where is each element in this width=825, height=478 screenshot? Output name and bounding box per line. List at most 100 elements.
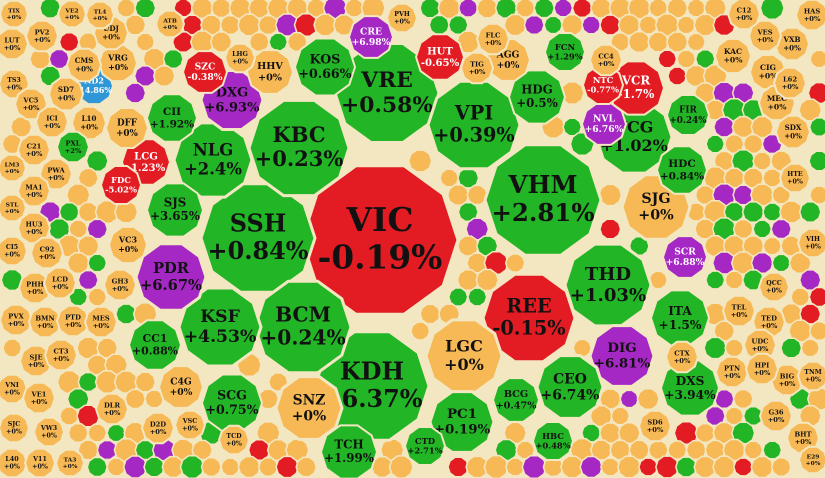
- cell-l40[interactable]: L40+0%: [0, 447, 29, 478]
- cell-sd7[interactable]: SD7+0%: [47, 76, 85, 112]
- cell-vrg[interactable]: VRG+0%: [97, 43, 139, 83]
- cell-vih[interactable]: VIH+0%: [796, 227, 825, 259]
- cell-ta3[interactable]: TA3+0%: [54, 448, 86, 478]
- cell-lm3[interactable]: LM3+0%: [0, 153, 28, 183]
- cell-tcd[interactable]: TCD+0%: [217, 424, 251, 456]
- cell-dig[interactable]: DIG+6.81%: [588, 324, 656, 388]
- cell-lgc[interactable]: LGC+0%: [424, 318, 504, 394]
- cell-sdx[interactable]: SDX+0%: [774, 114, 812, 150]
- cell-mes[interactable]: MES+0%: [83, 305, 119, 339]
- cell-ptn[interactable]: PTN+0%: [714, 355, 750, 389]
- cell-ve1[interactable]: VE1+0%: [21, 381, 57, 415]
- cell-v11[interactable]: V11+0%: [23, 447, 57, 478]
- cell-pxl[interactable]: PXL+2%: [55, 130, 91, 164]
- cell-lcd[interactable]: LCD+0%: [42, 266, 78, 300]
- cell-fir[interactable]: FIR+0.24%: [665, 94, 711, 136]
- cell-cii[interactable]: CII+1.92%: [145, 93, 199, 143]
- cell-vni[interactable]: VNI+0%: [0, 373, 29, 405]
- cell-scg[interactable]: SCG+0.75%: [200, 373, 264, 433]
- cell-cc4[interactable]: CC4+0%: [588, 43, 624, 77]
- cell-cc1[interactable]: CC1+0.88%: [127, 319, 183, 371]
- cell-ma1[interactable]: MA1+0%: [16, 174, 52, 208]
- cell-hbc[interactable]: HBC+0.48%: [531, 421, 575, 461]
- cell-pdr[interactable]: PDR+6.67%: [134, 242, 208, 312]
- cell-kbc[interactable]: KBC+0.23%: [247, 98, 351, 198]
- cell-thd[interactable]: THD+1.03%: [563, 242, 653, 328]
- cell-fdc[interactable]: FDC-5.02%: [99, 165, 143, 205]
- cell-tig[interactable]: TIG+0%: [459, 51, 495, 85]
- cell-snz[interactable]: SNZ+0%: [274, 375, 344, 441]
- cell-pvx[interactable]: PVX+0%: [0, 303, 34, 337]
- cell-tnm[interactable]: TNM+0%: [796, 360, 825, 392]
- cell-tel[interactable]: TEL+0%: [721, 294, 757, 328]
- cell-g36[interactable]: G36+0%: [758, 399, 794, 433]
- cell-hdc[interactable]: HDC+0.84%: [655, 145, 709, 195]
- cell-vpi[interactable]: VPI+0.39%: [426, 79, 522, 171]
- cell-c21[interactable]: C21+0%: [16, 133, 52, 167]
- cell-tch[interactable]: TCH+1.99%: [319, 424, 379, 478]
- cell-scr[interactable]: SCR+6.88%: [661, 235, 709, 279]
- cell-hhv[interactable]: HHV+0%: [245, 49, 295, 95]
- cell-ree[interactable]: REE-0.15%: [481, 272, 577, 364]
- cell-pv2[interactable]: PV2+0%: [24, 19, 60, 53]
- cell-ctd[interactable]: CTD+2.71%: [403, 426, 447, 466]
- cell-ptd[interactable]: PTD+0%: [55, 304, 91, 338]
- cell-e29[interactable]: E29+0%: [797, 445, 825, 475]
- cell-l62[interactable]: L62+0%: [772, 66, 808, 100]
- cell-lhg[interactable]: LHG+0%: [223, 42, 257, 74]
- cell-sd6[interactable]: SD6+0%: [637, 409, 673, 443]
- cell-bmn[interactable]: BMN+0%: [27, 305, 63, 339]
- cell-kos[interactable]: KOS+0.66%: [293, 37, 357, 97]
- cell-ici[interactable]: ICI+0%: [34, 105, 70, 139]
- cell-pwa[interactable]: PWA+0%: [38, 157, 74, 191]
- cell-dff[interactable]: DFF+0%: [104, 107, 150, 149]
- cell-lut[interactable]: LUT+0%: [0, 27, 30, 61]
- cell-pvh[interactable]: PVH+0%: [385, 2, 419, 34]
- cell-nvl[interactable]: NVL+6.76%: [580, 102, 628, 146]
- cell-ceo[interactable]: CEO+6.74%: [535, 354, 605, 420]
- cell-ntc[interactable]: NTC-0.77%: [581, 65, 625, 105]
- cell-nlg[interactable]: NLG+2.4%: [172, 121, 254, 199]
- cell-sjs[interactable]: SJS+3.65%: [145, 182, 205, 238]
- cell-hte[interactable]: HTE+0%: [778, 162, 812, 194]
- cell-tl4[interactable]: TL4+0%: [84, 0, 116, 30]
- cell-ctx[interactable]: CTX+0%: [664, 340, 700, 374]
- cell-ita[interactable]: ITA+1.5%: [649, 289, 711, 347]
- cell-flc[interactable]: FLC+0%: [475, 22, 511, 56]
- cell-ve2[interactable]: VE2+0%: [56, 0, 88, 29]
- cell-ksf[interactable]: KSF+4.53%: [177, 286, 263, 368]
- cell-atb[interactable]: ATB+0%: [154, 9, 186, 39]
- cell-d2d[interactable]: D2D+0%: [140, 411, 176, 445]
- cell-ssh[interactable]: SSH+0.84%: [199, 182, 317, 294]
- cell-tix[interactable]: TIX+0%: [0, 0, 30, 29]
- cell-bcg[interactable]: BCG+0.47%: [491, 377, 541, 423]
- cell-sjc[interactable]: SJC+0%: [0, 412, 31, 444]
- cell-c4g[interactable]: C4G+0%: [157, 365, 205, 409]
- cell-pc1[interactable]: PC1+0.19%: [428, 390, 496, 454]
- cell-has[interactable]: HAS+0%: [794, 0, 825, 32]
- cell-vhm[interactable]: VHM+2.81%: [483, 143, 603, 257]
- cell-vsc[interactable]: VSC+0%: [173, 409, 207, 441]
- cell-vxb[interactable]: VXB+0%: [773, 26, 811, 62]
- cell-c12[interactable]: C12+0%: [726, 0, 762, 31]
- cell-qcc[interactable]: QCC+0%: [757, 271, 791, 303]
- cell-hdg[interactable]: HDG+0.5%: [507, 69, 567, 125]
- cell-c92[interactable]: C92+0%: [29, 236, 65, 270]
- cell-dlr[interactable]: DLR+0%: [94, 392, 130, 426]
- cell-hut[interactable]: HUT-0.65%: [414, 33, 466, 81]
- cell-bcm[interactable]: BCM+0.24%: [253, 279, 353, 375]
- cell-vw3[interactable]: VW3+0%: [32, 416, 66, 448]
- cell-szc[interactable]: SZC-0.38%: [181, 50, 229, 94]
- cell-gh3[interactable]: GH3+0%: [102, 268, 138, 302]
- cell-kac[interactable]: KAC+0%: [713, 37, 753, 75]
- cell-dxs[interactable]: DXS+3.94%: [659, 359, 721, 417]
- cell-hpi[interactable]: HPI+0%: [744, 352, 780, 386]
- cell-cms[interactable]: CMS+0%: [65, 47, 103, 83]
- cell-vc3[interactable]: VC3+0%: [107, 225, 149, 265]
- cell-bht[interactable]: BHT+0%: [785, 421, 821, 455]
- cell-stl[interactable]: STL+0%: [0, 193, 28, 223]
- cell-cre[interactable]: CRE+6.98%: [347, 15, 395, 59]
- cell-ct3[interactable]: CT3+0%: [43, 338, 79, 372]
- cell-vre[interactable]: VRE+0.58%: [333, 42, 441, 144]
- cell-fcn[interactable]: FCN+1.29%: [543, 32, 587, 72]
